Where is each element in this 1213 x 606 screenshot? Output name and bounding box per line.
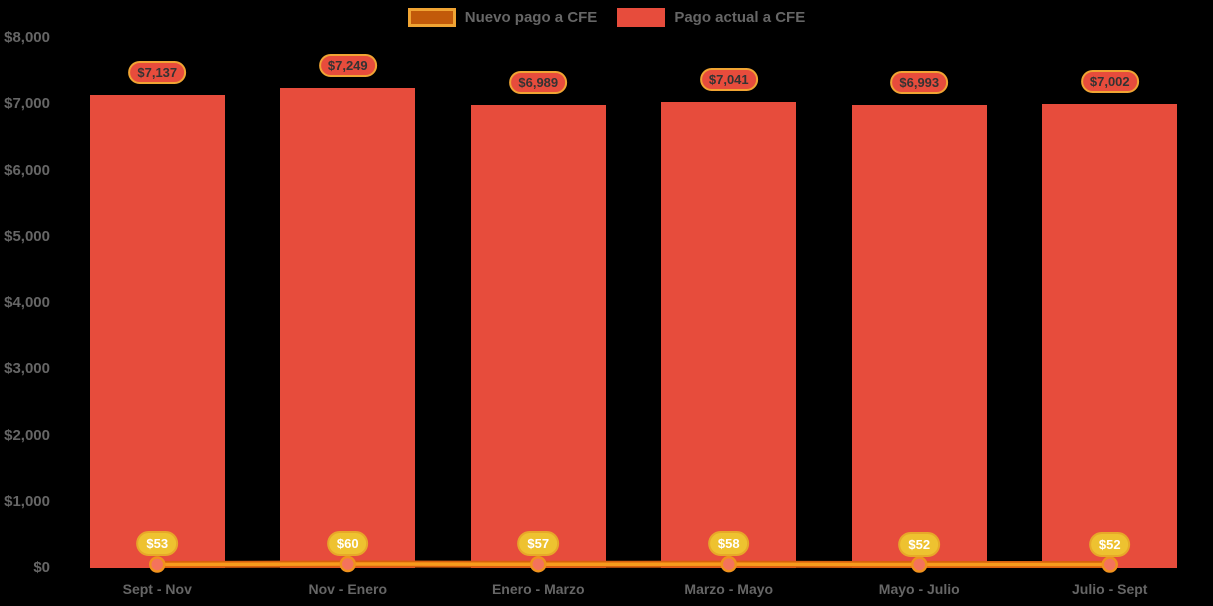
y-axis-tick-label: $7,000	[4, 95, 50, 113]
line-point-marker	[720, 555, 737, 573]
bar-pago-actual	[1042, 104, 1178, 568]
bar-value-label: $7,249	[318, 53, 377, 77]
bar-pago-actual	[661, 101, 797, 568]
bar-pago-actual	[470, 104, 606, 568]
bar-value-label: $6,993	[890, 70, 949, 94]
line-value-label: $60	[326, 531, 369, 557]
y-axis-tick-label: $2,000	[4, 426, 50, 444]
x-axis-category-label: Enero - Marzo	[491, 581, 585, 597]
x-axis-category-label: Nov - Enero	[308, 581, 388, 597]
y-axis-tick-label: $1,000	[4, 492, 50, 510]
y-axis-tick-label: $6,000	[4, 161, 50, 179]
line-point-marker	[911, 556, 928, 573]
y-axis-tick-label: $8,000	[4, 29, 50, 46]
line-value-label: $58	[707, 531, 750, 557]
legend-swatch-pago-actual-icon	[617, 8, 666, 27]
bar-value-label: $6,989	[509, 70, 568, 94]
bar-pago-actual	[89, 95, 225, 568]
line-value-label: $52	[898, 531, 941, 557]
line-value-label: $53	[136, 531, 179, 557]
legend-label-nuevo-pago: Nuevo pago a CFE	[464, 9, 598, 26]
x-axis-category-label: Mayo - Julio	[878, 581, 960, 597]
x-axis-category-label: Julio - Sept	[1072, 581, 1148, 597]
line-value-label: $57	[517, 531, 560, 557]
bar-value-label: $7,137	[128, 61, 187, 85]
line-value-label: $52	[1088, 531, 1131, 557]
line-point-marker	[530, 555, 547, 573]
line-point-marker	[339, 555, 356, 573]
y-axis-tick-label: $3,000	[4, 360, 50, 378]
bar-pago-actual	[851, 104, 987, 568]
y-axis-tick-label: $5,000	[4, 227, 50, 245]
bar-pago-actual	[280, 87, 416, 568]
y-axis-tick-label: $0	[33, 559, 50, 576]
legend-swatch-nuevo-pago-icon	[407, 8, 456, 27]
x-axis-category-label: Marzo - Mayo	[684, 581, 774, 597]
legend-label-pago-actual: Pago actual a CFE	[674, 9, 806, 26]
bar-value-label: $7,041	[699, 67, 758, 91]
legend-item-pago-actual[interactable]: Pago actual a CFE	[617, 8, 805, 27]
x-axis-category-label: Sept - Nov	[122, 581, 192, 597]
line-point-marker	[149, 556, 166, 573]
chart-legend: Nuevo pago a CFE Pago actual a CFE	[0, 8, 1213, 27]
legend-item-nuevo-pago[interactable]: Nuevo pago a CFE	[407, 8, 598, 27]
bar-value-label: $7,002	[1080, 70, 1139, 94]
y-axis-tick-label: $4,000	[4, 294, 50, 311]
line-nuevo-pago	[155, 562, 1112, 567]
line-point-marker	[1101, 556, 1118, 573]
